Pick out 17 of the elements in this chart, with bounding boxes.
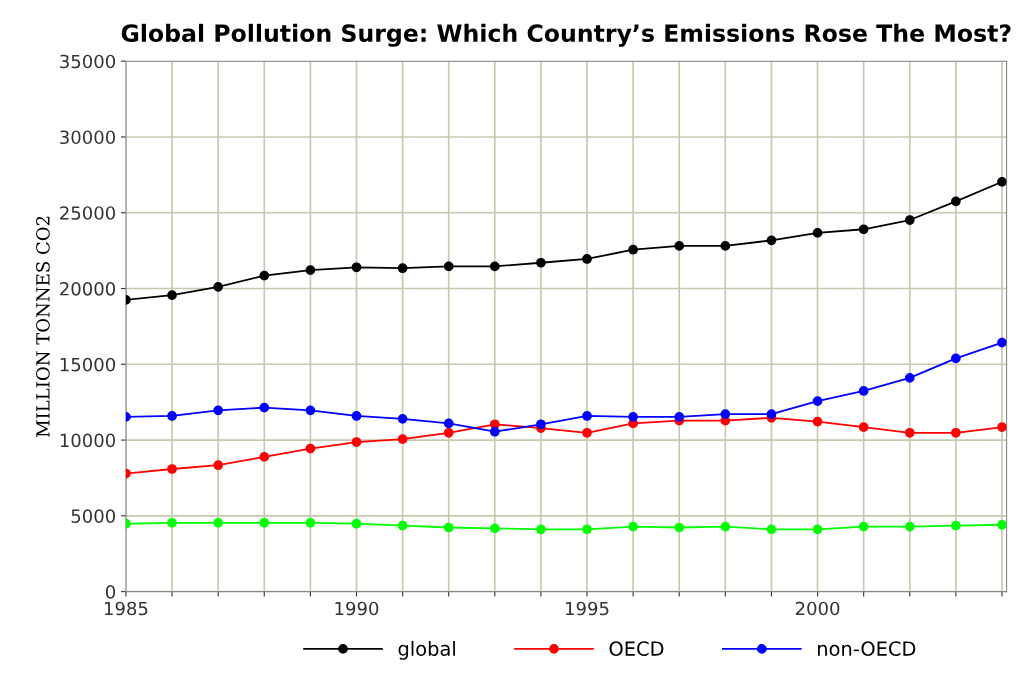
legend-label: OECD (609, 641, 664, 656)
y-tick-label: 15000 (60, 357, 116, 372)
x-tick-label: 1990 (335, 601, 379, 616)
y-tick-label: 10000 (60, 433, 116, 448)
x-tick-label: 2000 (795, 601, 840, 616)
y-tick-label: 25000 (60, 206, 116, 220)
y-tick-label: 30000 (60, 130, 116, 145)
y-axis-title: MILLION TONNES CO2 (36, 216, 50, 437)
y-tick-label: 0 (105, 585, 116, 599)
legend-label: global (398, 640, 455, 660)
chart-title: Global Pollution Surge: Which Country’s Emissions Rose The Most? (121, 23, 1011, 47)
y-tick-label: 20000 (60, 281, 116, 296)
x-tick-label: 1995 (566, 601, 609, 616)
legend-label: non-OECD (818, 641, 916, 656)
y-tick-label: 35000 (60, 54, 116, 69)
x-tick-label: 1985 (104, 601, 148, 616)
y-tick-label: 5000 (71, 509, 116, 523)
